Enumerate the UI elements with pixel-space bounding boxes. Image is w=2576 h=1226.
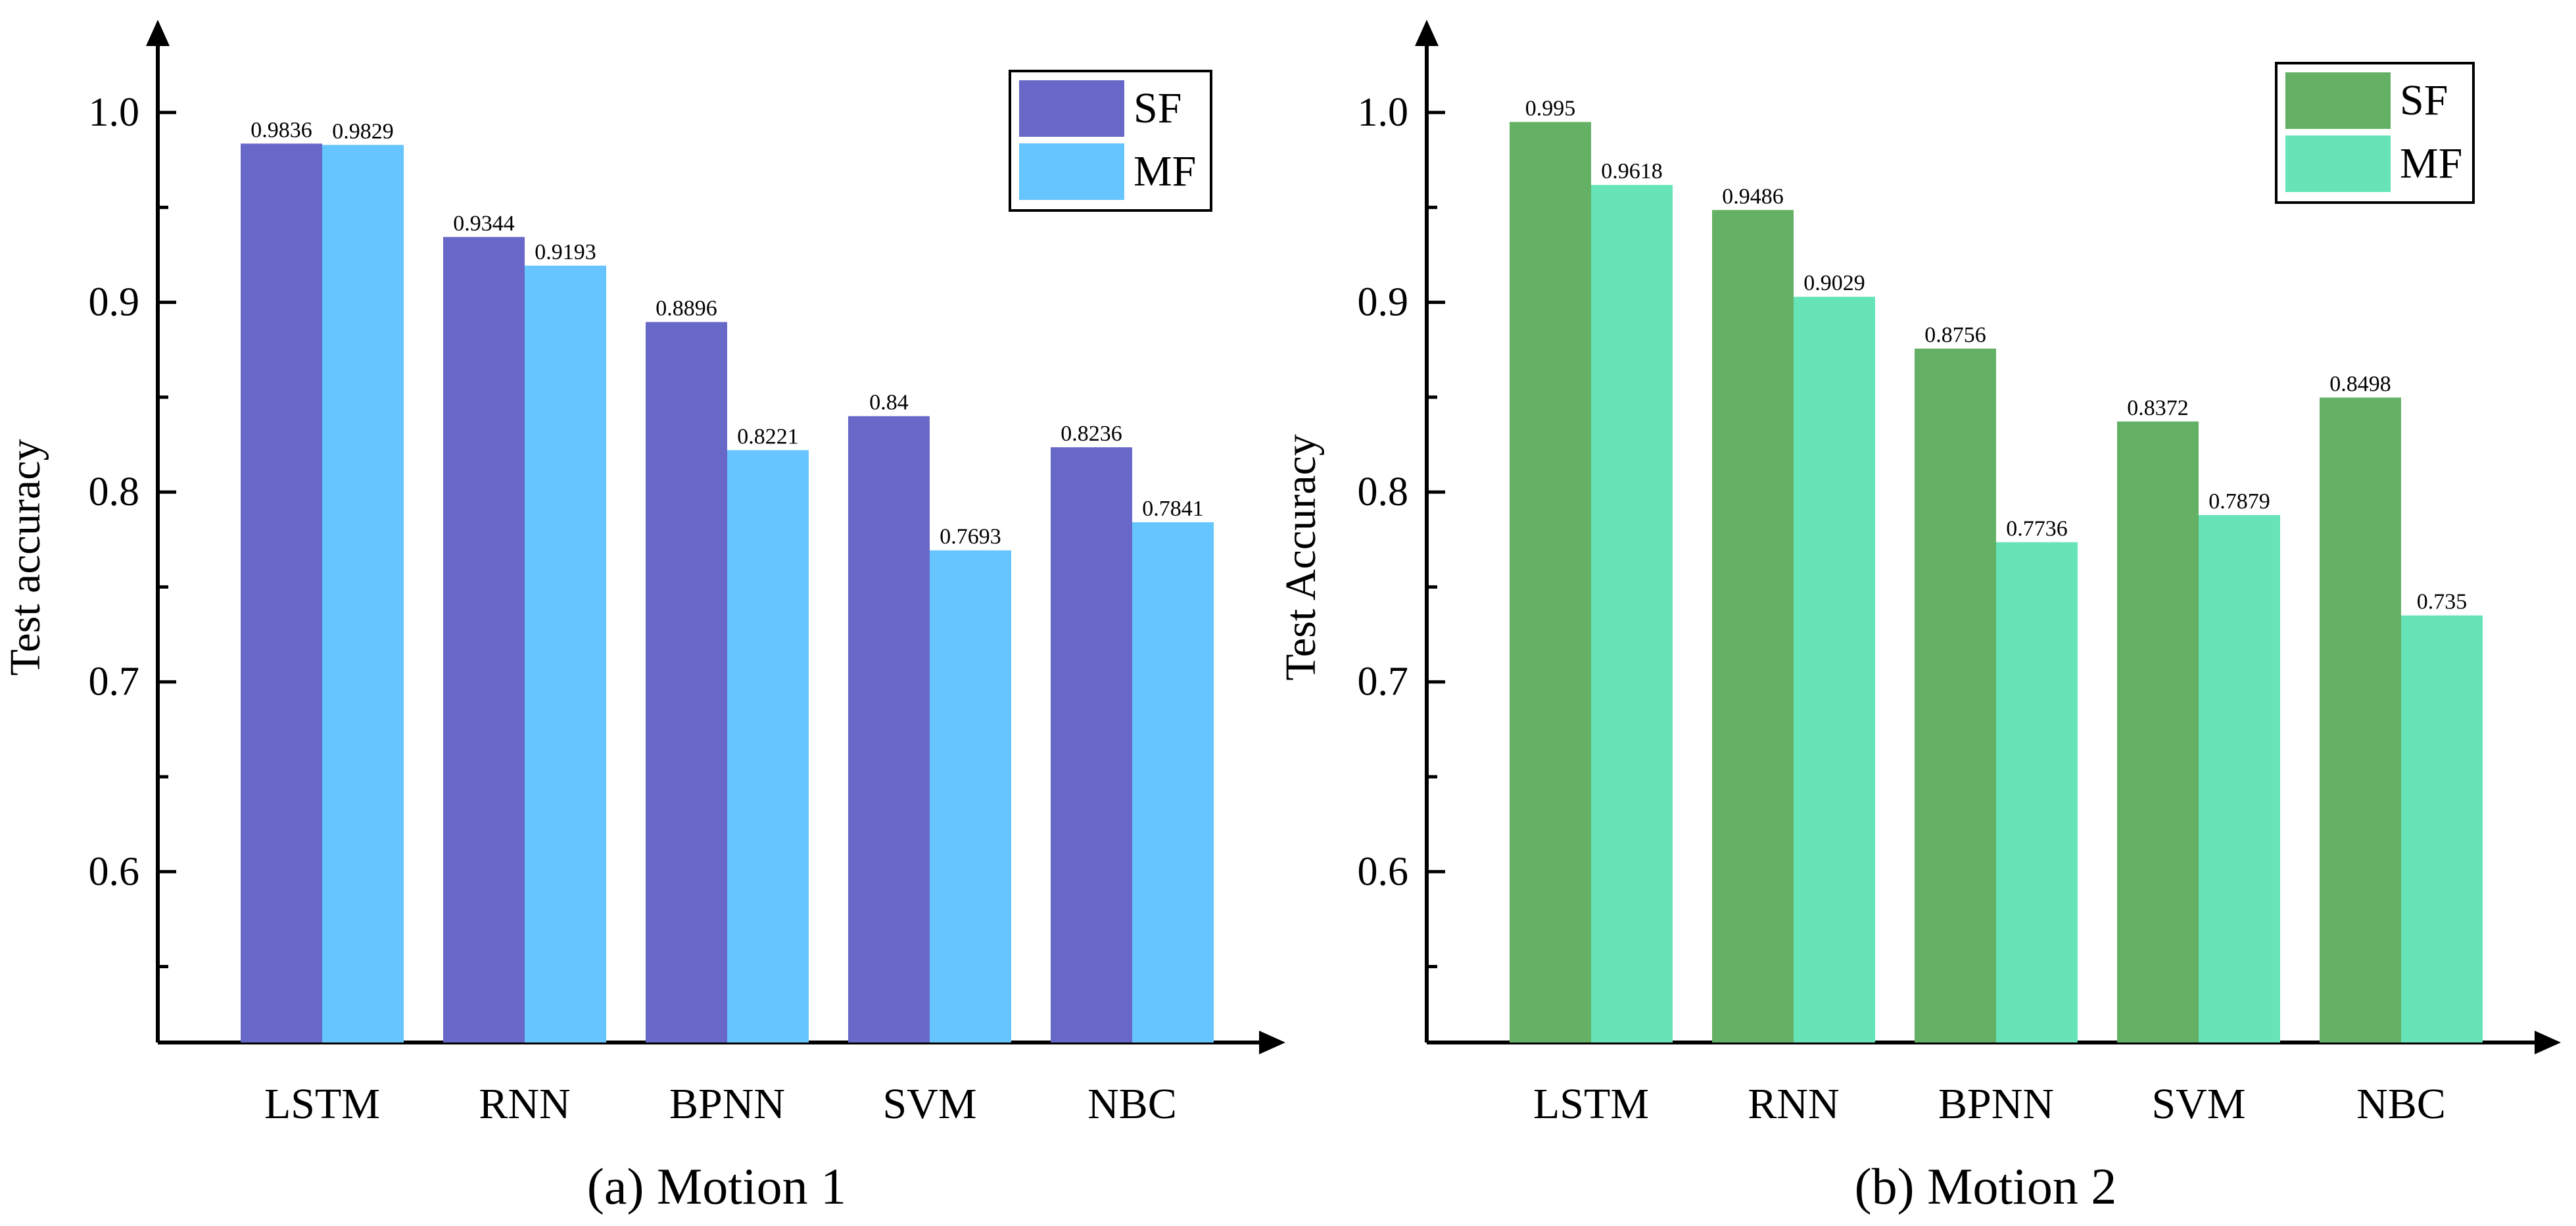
data-label: 0.9829 [332,119,394,143]
bar-mf-bpnn [1996,542,2078,1042]
data-label: 0.9029 [1803,271,1865,295]
data-label: 0.84 [869,391,909,415]
data-label: 0.8498 [2329,372,2391,396]
data-label: 0.8236 [1061,422,1122,446]
bar-mf-bpnn [727,450,809,1042]
bar-sf-lstm [1510,122,1591,1042]
y-tick-label: 0.8 [1358,470,1409,514]
x-axis-arrow-icon [2535,1031,2561,1054]
y-tick-label: 0.6 [1358,849,1409,894]
panel-caption: (a) Motion 1 [587,1158,846,1215]
x-axis-arrow-icon [1259,1031,1285,1054]
legend: SF MF [1009,70,1212,212]
bar-sf-bpnn [1915,348,1996,1042]
bar-mf-svm [2199,515,2280,1042]
data-label: 0.735 [2417,590,2468,614]
legend-label-mf: MF [1133,147,1196,195]
bar-mf-svm [930,550,1011,1042]
x-category-label: RNN [1748,1080,1839,1128]
legend-swatch-sf [2285,72,2391,129]
y-tick-label: 0.9 [1358,280,1409,325]
y-tick-label: 0.7 [1358,660,1409,704]
panel-caption: (b) Motion 2 [1855,1158,2117,1215]
bar-sf-svm [2117,421,2199,1042]
y-tick-label: 0.9 [89,280,140,325]
x-category-label: LSTM [264,1080,380,1128]
data-label: 0.7736 [2006,516,2068,541]
legend-swatch-mf [2285,135,2391,192]
x-category-label: RNN [479,1080,570,1128]
data-label: 0.9618 [1601,159,1663,184]
data-label: 0.7879 [2208,489,2270,514]
bar-mf-rnn [1794,297,1875,1042]
y-tick-label: 0.6 [89,849,140,894]
bar-sf-rnn [1712,210,1794,1043]
data-label: 0.9486 [1722,184,1784,208]
data-label: 0.8756 [1924,323,1986,347]
legend-swatch-sf [1019,80,1124,137]
y-tick-label: 0.8 [89,470,140,514]
y-axis-title: Test Accuracy [1277,434,1325,681]
bar-mf-rnn [525,265,606,1042]
data-label: 0.8896 [656,297,717,321]
bar-mf-lstm [1591,185,1673,1043]
bar-mf-lstm [322,145,404,1043]
data-label: 0.9193 [535,240,596,264]
bar-sf-nbc [1051,447,1132,1042]
legend: SF MF [2275,62,2475,204]
chart-panel-1: 0.6 0.7 0.8 0.9 1.0 0.9836 0.9829 LSTM 0.9344 0.9… [1,20,1285,1215]
data-label: 0.9836 [250,118,312,142]
y-tick-label: 1.0 [1358,90,1409,135]
data-label: 0.8372 [2127,396,2189,420]
bar-sf-nbc [2320,397,2401,1042]
data-label: 0.7841 [1142,497,1204,521]
y-tick-label: 1.0 [89,90,140,135]
x-category-label: NBC [1087,1080,1177,1128]
bar-sf-lstm [241,143,322,1043]
y-axis-arrow-icon [1415,20,1439,46]
y-axis-arrow-icon [146,20,170,46]
chart-panel-2: 0.6 0.7 0.8 0.9 1.0 0.995 0.9618 LSTM 0.9486 0.90… [1277,20,2561,1215]
bar-sf-svm [848,416,930,1042]
data-label: 0.8221 [737,424,799,449]
bar-sf-rnn [443,237,525,1042]
bar-sf-bpnn [646,322,727,1042]
data-label: 0.995 [1525,96,1576,120]
y-axis-title: Test accuracy [1,439,49,676]
y-tick-label: 0.7 [89,660,140,704]
bar-mf-nbc [1132,522,1214,1042]
x-category-label: BPNN [1938,1080,2054,1128]
legend-label-mf: MF [2400,139,2462,187]
x-category-label: SVM [2151,1080,2245,1128]
x-category-label: NBC [2356,1080,2446,1128]
x-category-label: SVM [882,1080,976,1128]
data-label: 0.7693 [940,525,1001,549]
legend-label-sf: SF [2400,76,2448,124]
bar-mf-nbc [2401,615,2483,1042]
legend-swatch-mf [1019,143,1124,200]
legend-label-sf: SF [1133,84,1181,132]
x-category-label: LSTM [1533,1080,1649,1128]
x-category-label: BPNN [669,1080,785,1128]
data-label: 0.9344 [453,211,515,235]
